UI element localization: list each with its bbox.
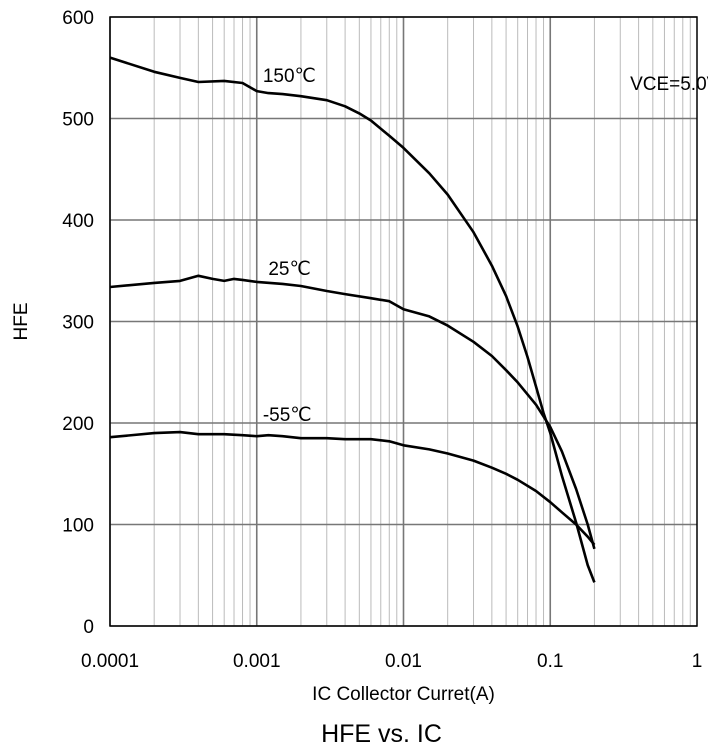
x-tick-label: 0.1 [537,651,563,672]
series-line [109,430,596,546]
x-tick-labels: 0.0001 0.001 0.01 0.1 1 [81,651,702,672]
y-tick-labels: 0 100 200 300 400 500 600 [62,8,94,638]
series-label: 150℃ [263,66,316,87]
x-tick-label: 0.001 [233,651,281,672]
y-tick-label: 0 [83,617,94,638]
series-label: 25℃ [268,259,310,280]
plot-frame [109,16,698,627]
annotations: VCE=5.0V [630,74,708,95]
y-tick-label: 200 [62,414,94,435]
grid [109,16,697,627]
series-group [109,56,596,583]
y-tick-label: 300 [62,313,94,334]
condition-annotation: VCE=5.0V [630,74,708,95]
y-tick-label: 500 [62,110,94,131]
x-tick-label: 0.0001 [81,651,139,672]
x-tick-label: 0.01 [385,651,422,672]
series-labels: 150℃ 25℃ -55℃ [263,66,316,426]
series-label: -55℃ [263,405,312,426]
x-axis-label: IC Collector Curret(A) [312,684,495,705]
chart-title: HFE vs. IC [321,720,442,748]
x-tick-label: 1 [692,651,703,672]
y-tick-label: 600 [62,8,94,29]
series-line [109,56,596,583]
series-line [109,274,596,550]
y-axis-label: HFE [11,303,32,341]
y-tick-label: 100 [62,516,94,537]
y-tick-label: 400 [62,211,94,232]
